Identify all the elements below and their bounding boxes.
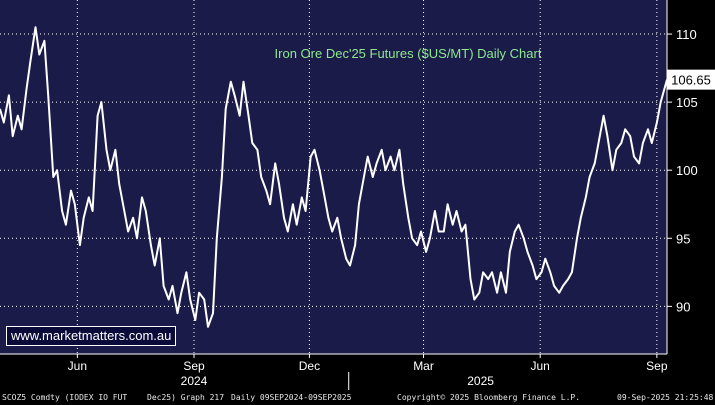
last-price-box — [667, 69, 715, 90]
y-axis-ticks: 90 95 100 105 110 — [667, 27, 698, 314]
footer-bar: SCOZ5 Comdty (IODEX IO FUT Dec25) Graph … — [0, 390, 715, 405]
last-price-label: 106.65 — [671, 73, 711, 88]
x-axis-ticks: Jun Sep Dec Mar Jun Sep — [68, 354, 668, 373]
x-tick-label-jun-0: Jun — [68, 359, 87, 373]
chart-title: Iron Ore Dec'25 Futures ($US/MT) Daily C… — [275, 46, 542, 61]
x-tick-label-sep-1: Sep — [183, 359, 205, 373]
x-tick-label-dec-2: Dec — [299, 359, 320, 373]
footer-range: Daily 09SEP2024-09SEP2025 — [231, 393, 352, 402]
x-tick-label-mar-3: Mar — [413, 359, 434, 373]
x-tick-label-sep-5: Sep — [646, 359, 668, 373]
watermark: www.marketmatters.com.au — [6, 326, 177, 346]
year-labels: 2024 2025 — [181, 374, 495, 388]
x-tick-label-jun-4: Jun — [531, 359, 550, 373]
plot-area — [0, 0, 667, 354]
y-tick-label-95: 95 — [676, 231, 690, 246]
y-tick-label-90: 90 — [676, 299, 690, 314]
footer-graph: Dec25) Graph 217 — [147, 393, 225, 402]
last-price-tag: 106.65 — [667, 69, 715, 90]
price-series-line — [0, 26, 668, 328]
year-label-2024: 2024 — [181, 374, 208, 388]
year-label-2025: 2025 — [467, 374, 494, 388]
y-tick-label-105: 105 — [676, 95, 698, 110]
footer-copyright: Copyright© 2025 Bloomberg Finance L.P. — [397, 393, 581, 402]
y-tick-label-100: 100 — [676, 163, 698, 178]
footer-timestamp: 09-Sep-2025 21:25:48 — [617, 393, 714, 402]
y-tick-label-110: 110 — [676, 27, 697, 42]
footer-ticker: SCOZ5 Comdty (IODEX IO FUT — [2, 393, 128, 402]
